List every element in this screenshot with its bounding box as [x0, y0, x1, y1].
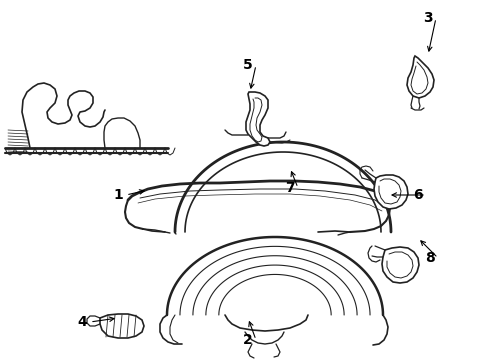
Text: 1: 1 — [113, 188, 123, 202]
Text: 7: 7 — [285, 181, 295, 195]
Polygon shape — [407, 56, 434, 98]
Text: 4: 4 — [77, 315, 87, 329]
Polygon shape — [382, 247, 419, 283]
Text: 3: 3 — [423, 11, 433, 25]
Polygon shape — [374, 175, 408, 209]
Polygon shape — [246, 92, 270, 146]
Text: 8: 8 — [425, 251, 435, 265]
Text: 2: 2 — [243, 333, 253, 347]
Text: 6: 6 — [413, 188, 423, 202]
Text: 5: 5 — [243, 58, 253, 72]
Polygon shape — [100, 314, 144, 338]
